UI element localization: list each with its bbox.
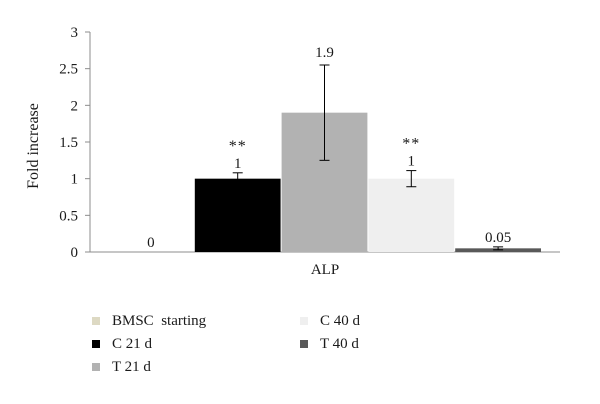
legend-swatch (92, 317, 100, 325)
plot-area: 00.511.522.53 01**1.91**0.05 ALP (59, 25, 560, 278)
legend-label: T 40 d (320, 336, 359, 352)
y-tick-label: 3 (71, 25, 79, 41)
data-labels: 01**1.91**0.05 (147, 45, 511, 251)
legend: BMSC starting C 21 d T 21 d C 40 d T 40 d (92, 313, 361, 375)
y-tick-label: 2.5 (59, 62, 78, 78)
y-axis-ticks: 0 0.5 1 1.5 2 2.5 3 (59, 25, 90, 261)
y-tick-label: 1.5 (59, 135, 78, 151)
y-tick-label: 2 (71, 98, 79, 114)
x-category-label: ALP (311, 262, 339, 278)
legend-item: C 21 d (92, 336, 153, 352)
bar (194, 178, 281, 252)
legend-item: C 40 d (300, 313, 361, 329)
legend-swatch (300, 340, 308, 348)
y-tick-label: 0.5 (59, 208, 78, 224)
legend-label: T 21 d (112, 359, 151, 375)
significance-marker: ** (402, 136, 420, 153)
data-label: 1 (234, 156, 242, 172)
legend-swatch (92, 363, 100, 371)
data-label: 0 (147, 235, 155, 251)
data-label: 0.05 (485, 230, 511, 246)
y-axis-title: Fold increase (25, 103, 42, 189)
error-bars (232, 64, 504, 251)
legend-item: BMSC starting (92, 313, 207, 329)
y-tick-label: 0 (71, 245, 79, 261)
legend-swatch (300, 317, 308, 325)
data-label: 1.9 (315, 45, 334, 61)
legend-item: T 21 d (92, 359, 151, 375)
legend-swatch (92, 340, 100, 348)
legend-label: BMSC starting (112, 313, 207, 329)
y-tick-label: 1 (71, 172, 79, 188)
bar (368, 178, 455, 252)
legend-item: T 40 d (300, 336, 359, 352)
significance-marker: ** (229, 138, 247, 155)
data-label: 1 (408, 154, 416, 170)
legend-label: C 40 d (320, 313, 361, 329)
legend-label: C 21 d (112, 336, 153, 352)
